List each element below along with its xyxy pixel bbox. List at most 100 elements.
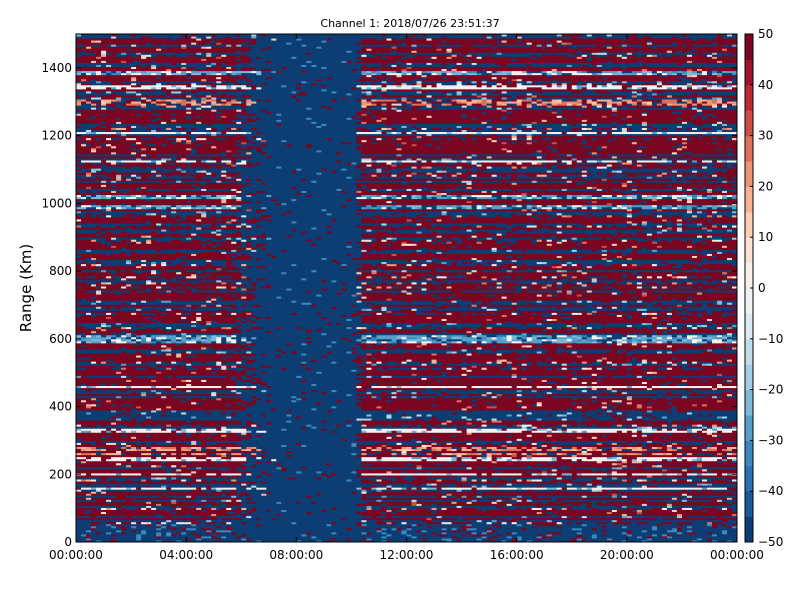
heatmap-cell [626, 519, 633, 523]
heatmap-cell [501, 503, 508, 506]
heatmap-cell [141, 535, 147, 539]
heatmap-cell [506, 499, 513, 502]
heatmap-cell [481, 503, 488, 506]
heatmap-cell [666, 513, 673, 517]
heatmap-cell [316, 501, 322, 504]
heatmap-cell [306, 539, 312, 543]
heatmap-cell [476, 521, 483, 525]
heatmap-cell [96, 537, 102, 541]
heatmap-cell [311, 521, 317, 525]
heatmap-cell [341, 511, 347, 515]
heatmap-cell [361, 535, 367, 539]
heatmap-cell [671, 511, 678, 515]
heatmap-cell [541, 527, 548, 531]
heatmap-cell [161, 529, 167, 533]
heatmap-cell [496, 519, 503, 523]
heatmap-cell [356, 523, 362, 527]
heatmap-cell [166, 517, 172, 521]
heatmap-cell [581, 515, 588, 519]
heatmap-cell [526, 533, 533, 537]
heatmap-cell [146, 531, 152, 535]
heatmap-cell [121, 529, 127, 533]
heatmap-cell [616, 535, 623, 539]
heatmap-cell [526, 515, 533, 519]
heatmap-cell [381, 517, 387, 521]
heatmap-cell [601, 509, 608, 513]
heatmap-cell [221, 503, 227, 506]
heatmap-cell [116, 535, 122, 539]
heatmap-cell [461, 535, 468, 539]
heatmap-cell [616, 531, 623, 535]
heatmap-cell [601, 527, 608, 531]
heatmap-cell [286, 521, 292, 525]
heatmap-cell [316, 527, 322, 531]
heatmap-cell [306, 531, 312, 535]
heatmap-cell [551, 517, 558, 521]
heatmap-cell [726, 537, 733, 541]
heatmap-cell [81, 501, 87, 504]
heatmap-cell [196, 523, 202, 527]
heatmap-cell [246, 531, 252, 535]
heatmap-cell [266, 537, 272, 541]
heatmap-cell [231, 509, 237, 513]
heatmap-cell [121, 535, 127, 539]
heatmap-cell [426, 501, 433, 504]
heatmap-cell [601, 539, 608, 543]
heatmap-cell [711, 505, 718, 508]
heatmap-cell [141, 525, 147, 529]
heatmap-cell [266, 533, 272, 537]
heatmap-cell [646, 525, 653, 529]
heatmap-cell [521, 529, 528, 533]
heatmap-cell [121, 501, 127, 504]
heatmap-cell [316, 539, 322, 543]
heatmap-cell [96, 515, 102, 519]
heatmap-cell [711, 513, 718, 517]
heatmap-cell [716, 503, 723, 506]
heatmap-cell [701, 527, 708, 531]
heatmap-cell [161, 517, 167, 521]
heatmap-cell [641, 507, 648, 510]
heatmap-cell [591, 517, 598, 521]
heatmap-cell [496, 503, 503, 506]
heatmap-cell [481, 531, 488, 535]
heatmap-cell [441, 519, 448, 523]
heatmap-cell [176, 537, 182, 541]
heatmap-cell [171, 507, 177, 510]
heatmap-cell [386, 535, 392, 539]
heatmap-cell [351, 519, 357, 523]
heatmap-cell [101, 505, 107, 508]
heatmap-cell [391, 525, 397, 529]
heatmap-cell [141, 539, 147, 543]
heatmap-cell [246, 501, 252, 504]
heatmap-cell [626, 511, 633, 515]
heatmap-cell [391, 513, 397, 517]
heatmap-cell [231, 521, 237, 525]
heatmap-cell [316, 525, 322, 529]
heatmap-cell [566, 509, 573, 513]
heatmap-cell [561, 515, 568, 519]
heatmap-cell [286, 539, 292, 543]
heatmap-cell [516, 521, 523, 525]
heatmap-cell [321, 535, 327, 539]
heatmap-cell [446, 539, 453, 543]
heatmap-cell [431, 527, 438, 531]
heatmap-cell [231, 539, 237, 543]
heatmap-cell [516, 511, 523, 515]
heatmap-cell [231, 525, 237, 529]
heatmap-cell [706, 517, 713, 521]
heatmap-cell [211, 539, 217, 543]
heatmap-cell [276, 527, 282, 531]
heatmap-cell [301, 517, 307, 521]
heatmap-cell [131, 499, 137, 502]
heatmap-cell [671, 537, 678, 541]
heatmap-cell [401, 505, 407, 508]
heatmap-cell [586, 521, 593, 525]
heatmap-cell [221, 507, 227, 510]
heatmap-cell [456, 535, 463, 539]
heatmap-cell [716, 523, 723, 527]
heatmap-cell [666, 525, 673, 529]
heatmap-cell [161, 505, 167, 508]
heatmap-cell [561, 507, 568, 510]
heatmap-cell [191, 525, 197, 529]
heatmap-cell [351, 523, 357, 527]
